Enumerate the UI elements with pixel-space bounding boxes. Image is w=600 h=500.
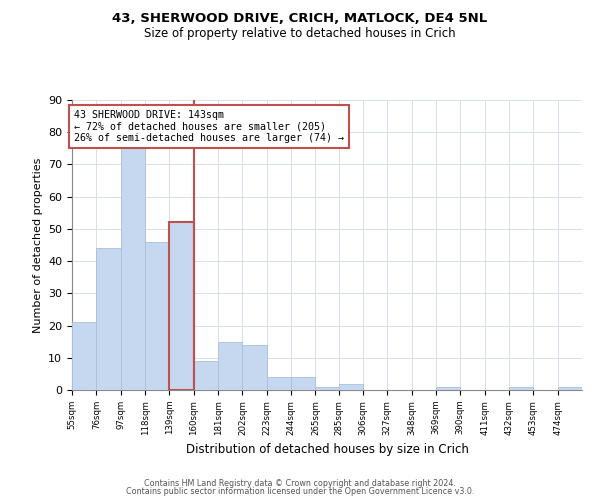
Text: 43, SHERWOOD DRIVE, CRICH, MATLOCK, DE4 5NL: 43, SHERWOOD DRIVE, CRICH, MATLOCK, DE4 … xyxy=(112,12,488,26)
X-axis label: Distribution of detached houses by size in Crich: Distribution of detached houses by size … xyxy=(185,443,469,456)
Bar xyxy=(291,377,316,390)
Y-axis label: Number of detached properties: Number of detached properties xyxy=(32,158,43,332)
Bar xyxy=(509,387,533,390)
Text: 43 SHERWOOD DRIVE: 143sqm
← 72% of detached houses are smaller (205)
26% of semi: 43 SHERWOOD DRIVE: 143sqm ← 72% of detac… xyxy=(74,110,344,143)
Text: Size of property relative to detached houses in Crich: Size of property relative to detached ho… xyxy=(144,28,456,40)
Bar xyxy=(145,242,169,390)
Bar xyxy=(194,361,218,390)
Bar xyxy=(338,384,363,390)
Bar xyxy=(97,248,121,390)
Bar xyxy=(436,387,460,390)
Bar xyxy=(169,222,194,390)
Bar xyxy=(557,387,582,390)
Bar xyxy=(121,148,145,390)
Bar xyxy=(267,377,291,390)
Bar xyxy=(242,345,267,390)
Text: Contains HM Land Registry data © Crown copyright and database right 2024.: Contains HM Land Registry data © Crown c… xyxy=(144,478,456,488)
Bar xyxy=(218,342,242,390)
Bar xyxy=(72,322,97,390)
Text: Contains public sector information licensed under the Open Government Licence v3: Contains public sector information licen… xyxy=(126,487,474,496)
Bar xyxy=(316,387,340,390)
